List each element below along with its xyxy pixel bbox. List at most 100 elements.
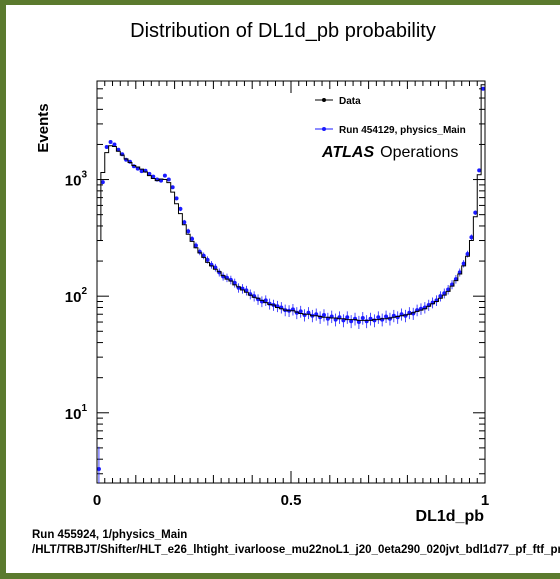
reference-data-point xyxy=(217,270,222,275)
reference-data-point xyxy=(244,288,249,293)
reference-data-point xyxy=(469,235,474,240)
y-axis-label: Events xyxy=(35,103,52,152)
reference-data-point xyxy=(193,243,198,248)
reference-data-point xyxy=(329,314,334,319)
reference-data-point xyxy=(135,166,140,171)
x-tick-label: 1 xyxy=(481,492,489,509)
reference-data-point xyxy=(349,319,354,324)
plot-area-frame xyxy=(96,80,486,484)
reference-data-point xyxy=(384,314,389,319)
reference-data-point xyxy=(174,196,179,201)
reference-data-point xyxy=(139,169,144,174)
y-tick-label: 103 xyxy=(65,170,88,190)
y-tick-label: 101 xyxy=(65,403,88,423)
chart-title: Distribution of DL1d_pb probability xyxy=(130,20,436,42)
reference-data-point xyxy=(100,180,105,185)
legend-marker-data-point xyxy=(322,98,326,102)
reference-data-point xyxy=(263,298,268,303)
reference-data-point xyxy=(481,86,486,91)
reference-data-point xyxy=(318,315,323,320)
reference-data-point xyxy=(213,265,218,270)
data-series-step-line xyxy=(96,84,486,483)
reference-data-point xyxy=(446,287,451,292)
reference-data-point xyxy=(298,309,303,314)
reference-data-point xyxy=(461,261,466,266)
atlas-label-text: Operations xyxy=(380,144,458,161)
histogram-panel: Distribution of DL1d_pb probability 101 1… xyxy=(6,5,560,573)
reference-data-point xyxy=(364,319,369,324)
y-tick-label: 102 xyxy=(65,286,88,306)
axes xyxy=(96,80,486,484)
x-axis-ticks: 0 0.5 1 xyxy=(93,81,489,509)
reference-data-point xyxy=(442,291,447,296)
reference-data-point xyxy=(190,236,195,241)
x-axis-label: DL1d_pb xyxy=(416,508,485,525)
legend-label-reference: Run 454129, physics_Main xyxy=(339,125,466,136)
reference-data-point xyxy=(372,318,377,323)
x-tick-label: 0.5 xyxy=(281,492,302,509)
reference-data-point xyxy=(325,316,330,321)
y-tick-exponent: 1 xyxy=(81,403,87,414)
legend-marker-reference-point xyxy=(322,127,326,131)
reference-data-point xyxy=(353,316,358,321)
reference-data-point xyxy=(147,171,152,176)
reference-data-point xyxy=(96,466,101,471)
reference-data-point xyxy=(337,315,342,320)
reference-data-point xyxy=(294,310,299,315)
reference-data-point xyxy=(457,270,462,275)
reference-data-point xyxy=(221,274,226,279)
reference-data-point xyxy=(387,316,392,321)
reference-data-point xyxy=(127,159,132,164)
atlas-label-bold: ATLAS xyxy=(321,144,374,161)
reference-data-point xyxy=(411,311,416,316)
reference-data-point xyxy=(205,257,210,262)
reference-data-point xyxy=(232,280,237,285)
reference-data-point xyxy=(186,229,191,234)
reference-data-point xyxy=(356,320,361,325)
footer-histogram-path: /HLT/TRBJT/Shifter/HLT_e26_lhtight_ivarl… xyxy=(32,544,560,556)
y-tick-base: 10 xyxy=(65,406,82,423)
reference-data-point xyxy=(450,282,455,287)
atlas-label: ATLAS Operations xyxy=(321,144,458,161)
reference-data-point xyxy=(341,318,346,323)
y-tick-base: 10 xyxy=(65,289,82,306)
reference-data-point xyxy=(124,157,129,162)
reference-data-point xyxy=(345,315,350,320)
reference-data-point xyxy=(159,178,164,183)
x-tick-label: 0 xyxy=(93,492,101,509)
reference-data-point xyxy=(395,315,400,320)
reference-data-point xyxy=(201,253,206,258)
reference-data-point xyxy=(403,313,408,318)
reference-data-point xyxy=(131,164,136,169)
reference-data-point xyxy=(236,285,241,290)
legend-label-data: Data xyxy=(339,96,361,107)
reference-data-point xyxy=(112,142,117,147)
reference-data-point xyxy=(360,315,365,320)
reference-data-point xyxy=(333,317,338,322)
reference-data-point xyxy=(166,177,171,182)
y-tick-exponent: 2 xyxy=(81,286,87,297)
reference-data-point xyxy=(368,316,373,321)
reference-data-point xyxy=(321,312,326,317)
reference-data-point xyxy=(465,251,470,256)
reference-data-point xyxy=(104,145,109,150)
reference-data-point xyxy=(438,294,443,299)
reference-data-point xyxy=(376,315,381,320)
reference-data-point xyxy=(302,312,307,317)
y-tick-base: 10 xyxy=(65,173,82,190)
reference-data-point xyxy=(108,139,113,144)
reference-data-point xyxy=(178,206,183,211)
reference-data-point xyxy=(267,301,272,306)
reference-data-point xyxy=(151,174,156,179)
reference-data-point xyxy=(182,220,187,225)
reference-data-point xyxy=(477,168,482,173)
reference-data-point xyxy=(380,317,385,322)
legend: Data Run 454129, physics_Main xyxy=(315,96,466,136)
reference-data-point xyxy=(170,185,175,190)
chart: Distribution of DL1d_pb probability 1011… xyxy=(35,20,489,525)
reference-data-point xyxy=(391,313,396,318)
reference-data-point xyxy=(162,173,167,178)
footer-run-info: Run 455924, 1/physics_Main xyxy=(32,529,188,541)
reference-data-point xyxy=(473,210,478,215)
